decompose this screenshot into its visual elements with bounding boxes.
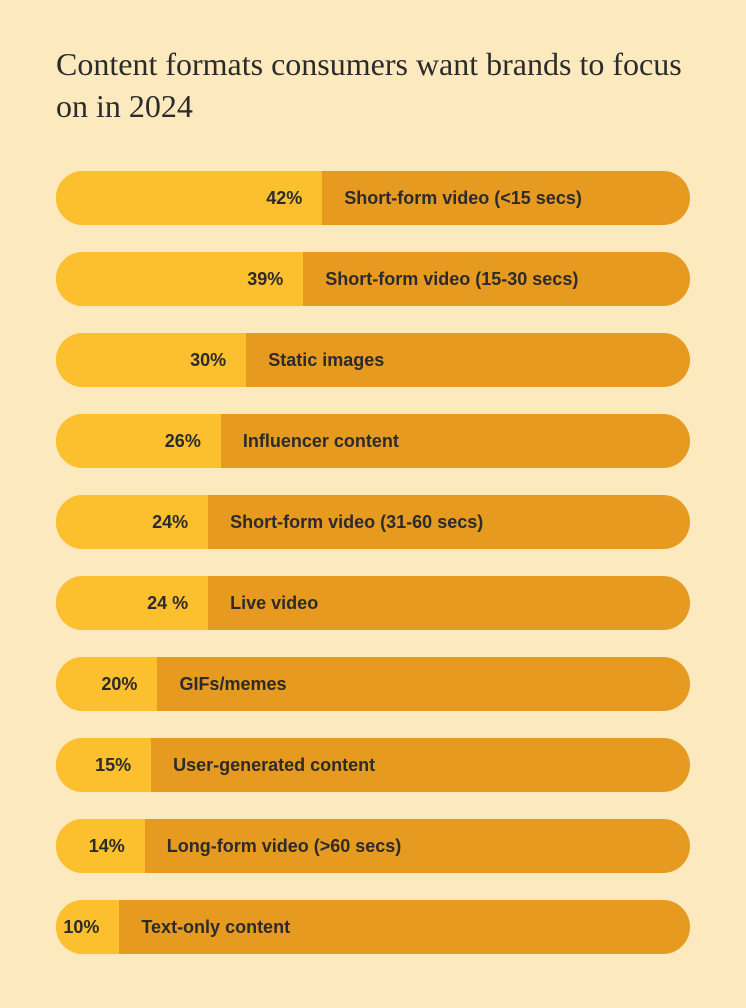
bar-row: 24% Short-form video (31-60 secs) [56, 495, 690, 549]
bar-fill: 14% [56, 819, 145, 873]
bar-fill: 30% [56, 333, 246, 387]
bar-label: Static images [268, 333, 384, 387]
bar-row: 42% Short-form video (<15 secs) [56, 171, 690, 225]
bar-row: 30% Static images [56, 333, 690, 387]
bar-label: GIFs/memes [179, 657, 286, 711]
bar-percent: 42% [266, 188, 302, 209]
bar-row: 39% Short-form video (15-30 secs) [56, 252, 690, 306]
bar-label: Long-form video (>60 secs) [167, 819, 402, 873]
bar-fill: 39% [56, 252, 303, 306]
bar-percent: 15% [95, 755, 131, 776]
bar-label: User-generated content [173, 738, 375, 792]
bar-percent: 10% [63, 917, 99, 938]
bar-percent: 14% [89, 836, 125, 857]
bar-label: Short-form video (<15 secs) [344, 171, 582, 225]
bar-percent: 30% [190, 350, 226, 371]
bar-row: 15% User-generated content [56, 738, 690, 792]
bar-label: Influencer content [243, 414, 399, 468]
bar-fill: 15% [56, 738, 151, 792]
bar-fill: 24% [56, 495, 208, 549]
bar-percent: 39% [247, 269, 283, 290]
bar-fill: 42% [56, 171, 322, 225]
bar-row: 24 % Live video [56, 576, 690, 630]
bar-row: 20% GIFs/memes [56, 657, 690, 711]
bar-fill: 24 % [56, 576, 208, 630]
bar-chart: 42% Short-form video (<15 secs) 39% Short-f… [56, 171, 690, 954]
bar-fill: 26% [56, 414, 221, 468]
bar-percent: 26% [165, 431, 201, 452]
bar-row: 10% Text-only content [56, 900, 690, 954]
bar-row: 14% Long-form video (>60 secs) [56, 819, 690, 873]
bar-label: Text-only content [141, 900, 290, 954]
bar-percent: 20% [101, 674, 137, 695]
bar-label: Live video [230, 576, 318, 630]
bar-label: Short-form video (31-60 secs) [230, 495, 483, 549]
bar-percent: 24 % [147, 593, 188, 614]
chart-title: Content formats consumers want brands to… [56, 44, 690, 127]
bar-label: Short-form video (15-30 secs) [325, 252, 578, 306]
bar-fill: 20% [56, 657, 157, 711]
bar-percent: 24% [152, 512, 188, 533]
bar-fill: 10% [56, 900, 119, 954]
bar-row: 26% Influencer content [56, 414, 690, 468]
